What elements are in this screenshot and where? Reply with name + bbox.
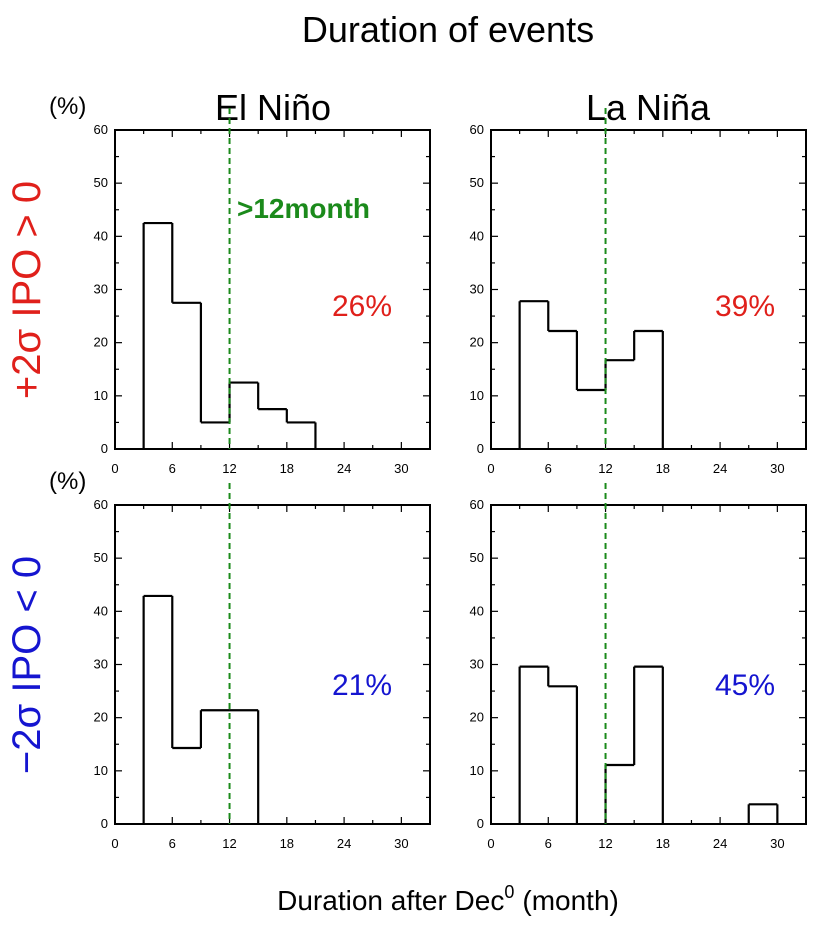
x-tick-label: 12 — [222, 461, 236, 476]
x-tick-label: 24 — [337, 461, 351, 476]
x-tick-label: 0 — [487, 836, 494, 851]
x-tick-label: 30 — [770, 836, 784, 851]
panel-la-nina-negative-ipo: 0 10 20 30 40 50 60 0 6 12 18 24 30 45% — [470, 483, 807, 851]
y-tick-label: 30 — [94, 282, 108, 297]
y-tick-label: 0 — [477, 816, 484, 831]
x-tick-label: 6 — [169, 836, 176, 851]
y-tick-label: 50 — [470, 175, 484, 190]
column-title-la-nina: La Niña — [586, 87, 711, 128]
percentage-label: 26% — [332, 290, 392, 323]
x-tick-label: 0 — [111, 836, 118, 851]
y-tick-label: 40 — [94, 228, 108, 243]
x-axis-label-unit: (month) — [522, 885, 618, 916]
y-tick-label: 30 — [470, 282, 484, 297]
panel-el-nino-positive-ipo: 0 10 20 30 40 50 60 0 6 12 18 24 30 26% — [94, 108, 431, 476]
x-tick-label: 12 — [598, 461, 612, 476]
x-tick-label: 30 — [394, 836, 408, 851]
x-tick-label: 12 — [222, 836, 236, 851]
x-tick-label: 6 — [545, 836, 552, 851]
y-tick-label: 20 — [94, 335, 108, 350]
y-tick-label: 20 — [470, 710, 484, 725]
x-axis-label-main: Duration after Dec — [277, 885, 504, 916]
plot-frame — [114, 504, 431, 825]
y-tick-label: 40 — [470, 603, 484, 618]
y-tick-label: 60 — [470, 122, 484, 137]
x-tick-label: 18 — [656, 461, 670, 476]
x-tick-label: 24 — [713, 461, 727, 476]
y-tick-label: 10 — [470, 763, 484, 778]
y-tick-label: 10 — [94, 763, 108, 778]
x-tick-label: 12 — [598, 836, 612, 851]
x-tick-label: 18 — [280, 836, 294, 851]
y-tick-label: 20 — [470, 335, 484, 350]
x-tick-label: 18 — [656, 836, 670, 851]
y-tick-label: 40 — [94, 603, 108, 618]
y-tick-label: 50 — [470, 550, 484, 565]
y-tick-label: 30 — [94, 657, 108, 672]
y-tick-label: 0 — [101, 441, 108, 456]
y-tick-label: 50 — [94, 175, 108, 190]
x-tick-label: 6 — [545, 461, 552, 476]
y-tick-label: 60 — [470, 497, 484, 512]
y-tick-label: 10 — [94, 388, 108, 403]
x-axis-label-superscript: 0 — [504, 882, 514, 902]
panel-el-nino-negative-ipo: 0 10 20 30 40 50 60 0 6 12 18 24 30 21% — [94, 483, 431, 851]
y-tick-label: 30 — [470, 657, 484, 672]
percent-unit-top: (%) — [49, 93, 86, 120]
x-tick-label: 0 — [111, 461, 118, 476]
y-tick-label: 40 — [470, 228, 484, 243]
panel-la-nina-positive-ipo: 0 10 20 30 40 50 60 0 6 12 18 24 30 39% — [470, 108, 807, 476]
x-tick-label: 24 — [337, 836, 351, 851]
row-label-positive-ipo: +2σ IPO > 0 — [5, 181, 49, 399]
percentage-label: 21% — [332, 669, 392, 702]
x-tick-label: 24 — [713, 836, 727, 851]
percent-unit-bottom: (%) — [49, 468, 86, 495]
y-tick-label: 60 — [94, 497, 108, 512]
x-tick-label: 0 — [487, 461, 494, 476]
plot-frame — [490, 504, 807, 825]
y-tick-label: 0 — [477, 441, 484, 456]
percentage-label: 45% — [715, 669, 775, 702]
y-tick-label: 50 — [94, 550, 108, 565]
threshold-annotation: >12month — [237, 193, 370, 224]
column-title-el-nino: El Niño — [215, 87, 331, 128]
y-tick-label: 20 — [94, 710, 108, 725]
figure-title: Duration of events — [302, 9, 594, 50]
y-tick-label: 60 — [94, 122, 108, 137]
percentage-label: 39% — [715, 290, 775, 323]
x-tick-label: 30 — [770, 461, 784, 476]
row-label-negative-ipo: −2σ IPO < 0 — [5, 556, 49, 774]
y-tick-label: 10 — [470, 388, 484, 403]
x-tick-label: 30 — [394, 461, 408, 476]
x-tick-label: 18 — [280, 461, 294, 476]
x-tick-label: 6 — [169, 461, 176, 476]
y-tick-label: 0 — [101, 816, 108, 831]
x-axis-label: Duration after Dec0 (month) — [277, 882, 619, 916]
